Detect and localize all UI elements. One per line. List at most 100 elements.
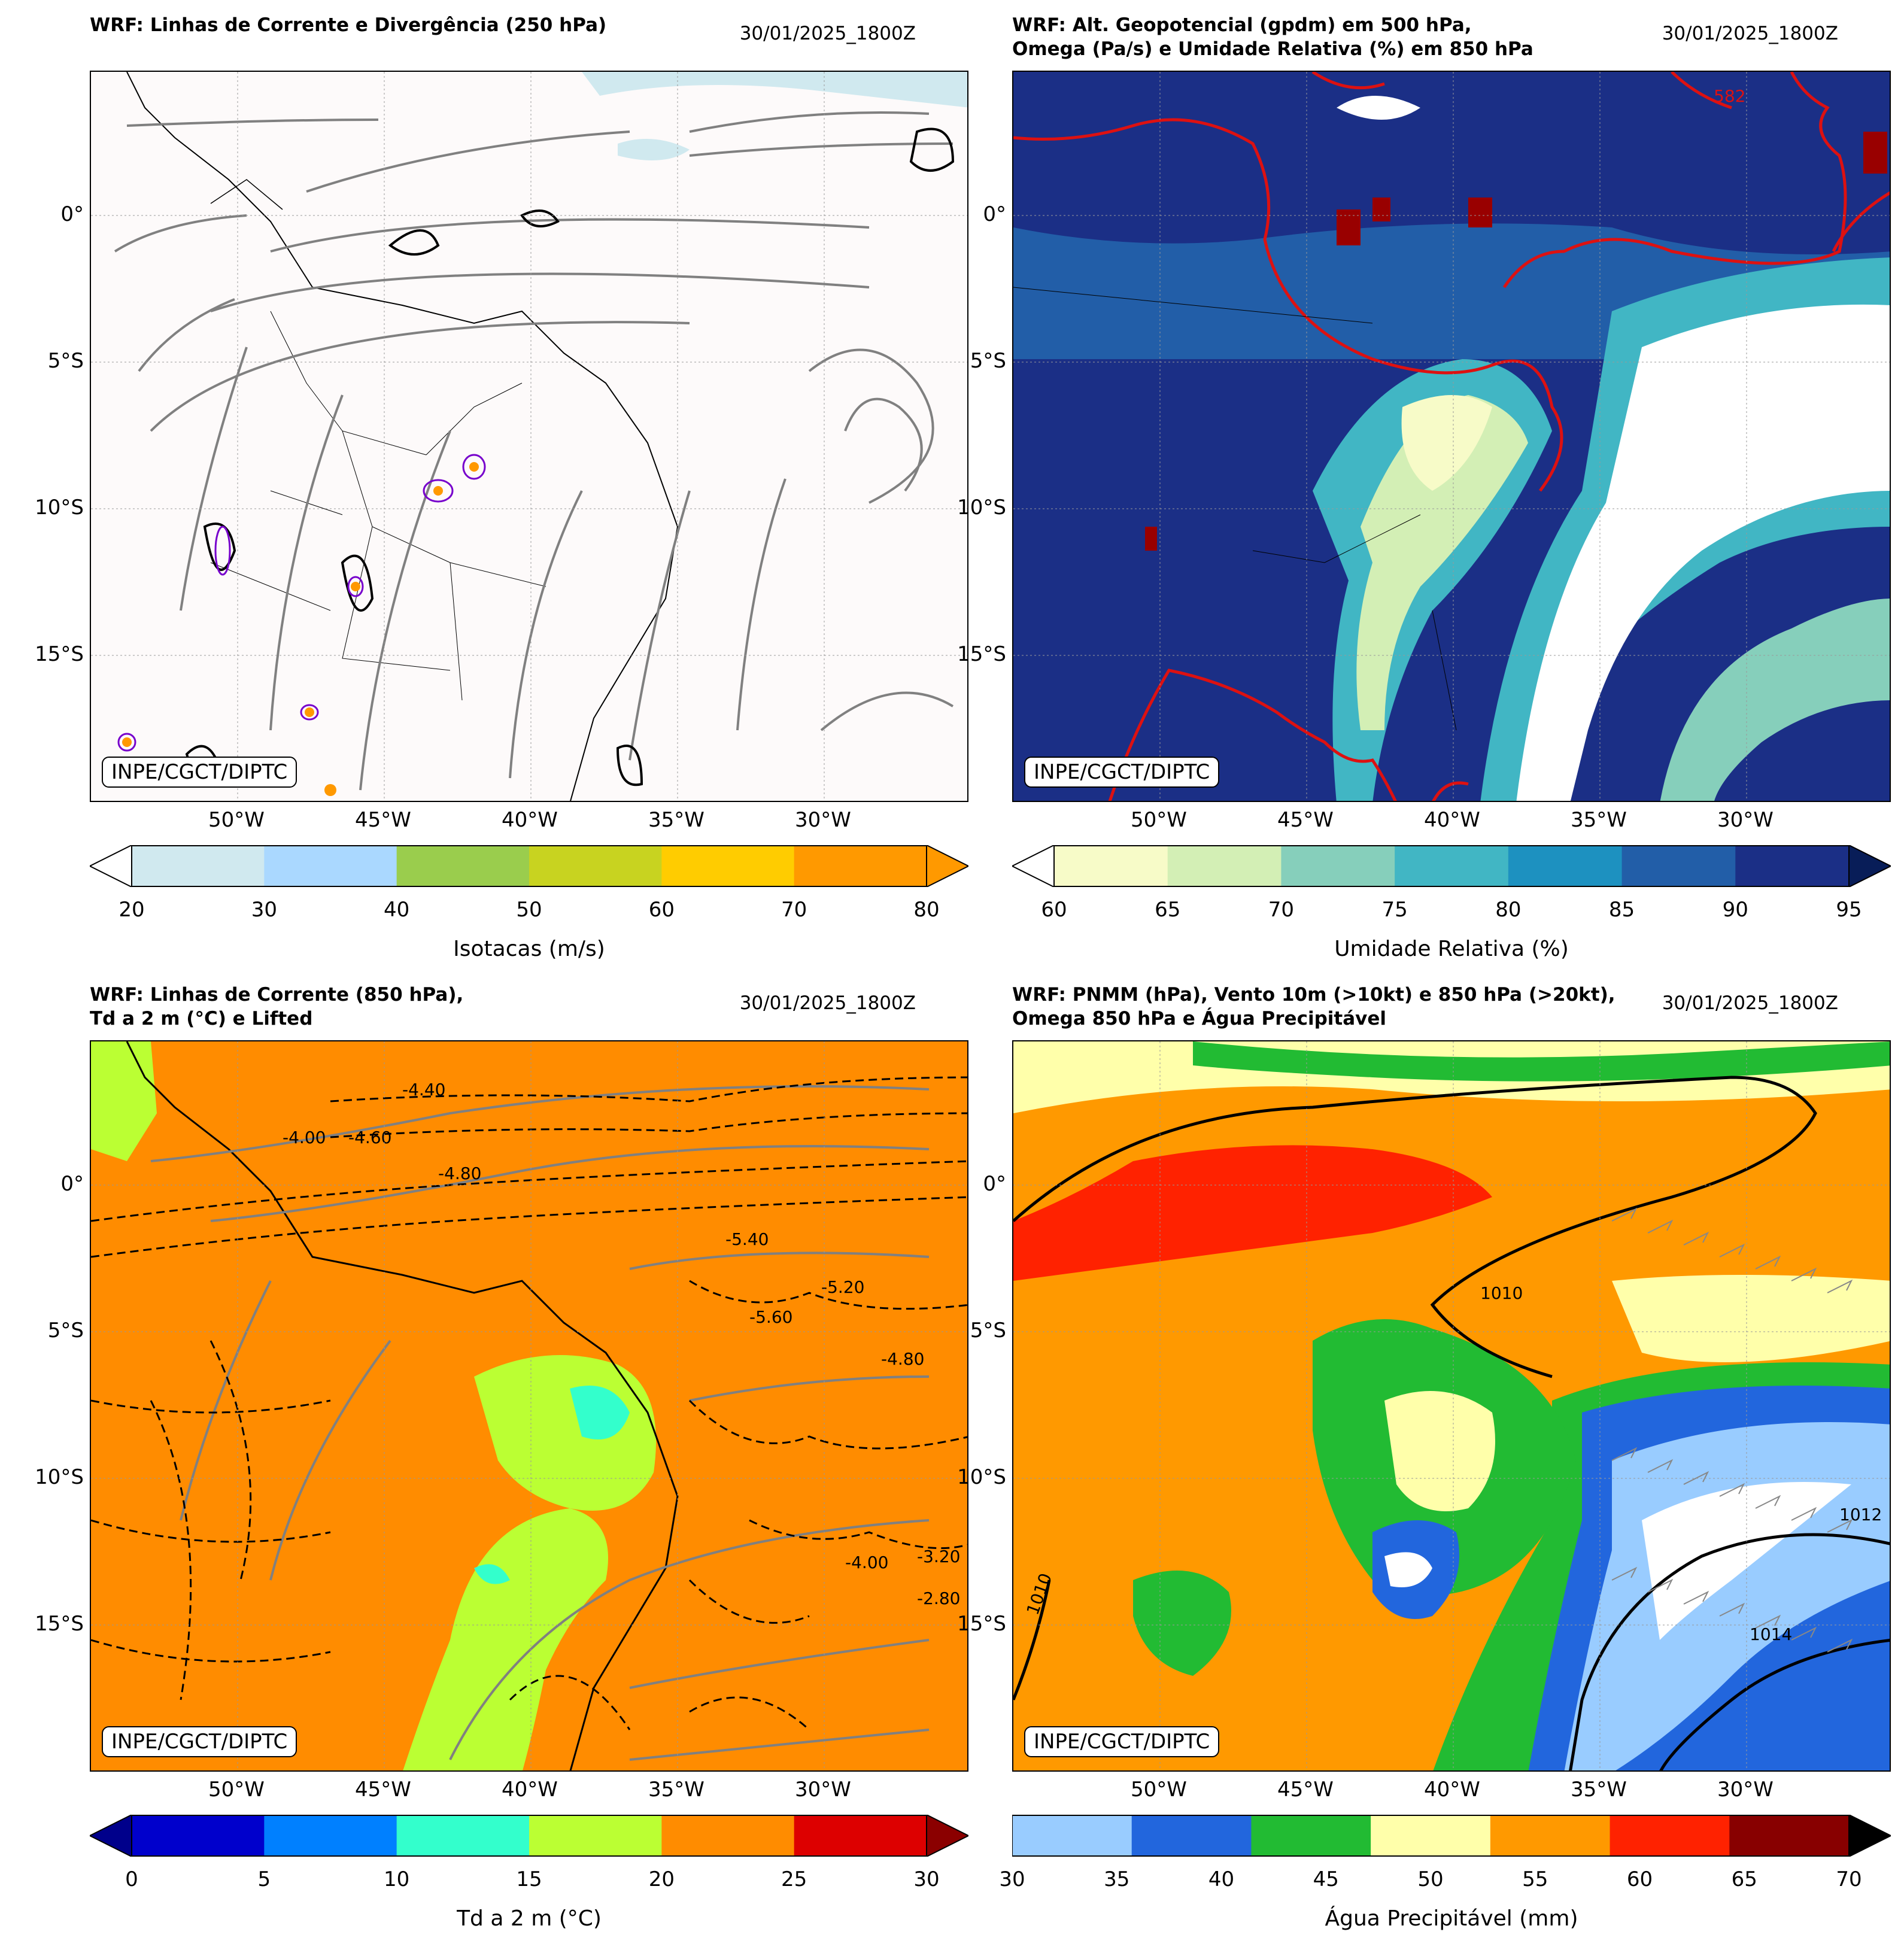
colorbar-tick: 5 [257,1867,271,1891]
colorbar [90,1815,968,1857]
colorbar-segment [1729,1815,1850,1857]
panel-title: WRF: Linhas de Corrente e Divergência (2… [90,14,607,36]
lon-label: 30°W [795,1778,851,1802]
colorbar-segment [396,845,530,887]
colorbar-tick: 95 [1836,898,1862,922]
lat-label: 5°S [47,1319,84,1343]
map-area: -4.40 -4.00 -4.60 -4.80 -5.40 -5.20 -5.6… [90,1040,968,1772]
colorbar-segment [1610,1815,1730,1857]
colorbar-tick: 20 [648,1867,675,1891]
colorbar-extend-max [1848,845,1891,887]
colorbar-segment [1395,845,1509,887]
lon-label: 45°W [355,808,411,832]
lon-label: 30°W [1717,808,1774,832]
colorbar-tick: 35 [1104,1867,1130,1891]
lon-label: 30°W [795,808,851,832]
colorbar-extend-min [90,1815,132,1857]
map-graphic: 1010 1012 1014 1010 [1013,1041,1890,1770]
lon-label: 50°W [1131,808,1187,832]
lon-label: 35°W [1571,1778,1627,1802]
colorbar-segment [1131,1815,1252,1857]
lat-label: 10°S [957,1465,1006,1489]
lat-label: 15°S [957,1612,1006,1636]
colorbar [1012,1815,1891,1857]
credit-badge: INPE/CGCT/DIPTC [1024,757,1220,788]
map-graphic [91,72,967,801]
colorbar-segment [264,1815,397,1857]
colorbar-segment [1281,845,1395,887]
colorbar-segment [1012,1815,1132,1857]
isobar-label: 1010 [1480,1283,1523,1303]
lon-label: 45°W [1277,808,1334,832]
colorbar-tick: 70 [781,898,807,922]
lat-label: 5°S [970,1319,1006,1343]
colorbar-tick: 40 [384,898,410,922]
map-area: 1010 1012 1014 1010 INPE/CGCT/DIPTC [1012,1040,1891,1772]
colorbar-segment [794,845,927,887]
colorbar-label: Água Precipitável (mm) [1325,1906,1578,1931]
colorbar-tick: 45 [1313,1867,1339,1891]
panel-time: 30/01/2025_1800Z [739,992,916,1014]
colorbar-tick: 20 [119,898,145,922]
colorbar-tick: 65 [1155,898,1181,922]
lat-label: 10°S [957,496,1006,520]
colorbar-tick: 30 [999,1867,1025,1891]
colorbar-extend-min [90,845,132,887]
colorbar-segment [1251,1815,1371,1857]
colorbar-extend-min [1012,845,1055,887]
colorbar-tick: 60 [1626,1867,1653,1891]
panel-title: WRF: Linhas de Corrente (850 hPa), Td a … [90,984,464,1029]
colorbar-segment [661,845,795,887]
panel-time: 30/01/2025_1800Z [1662,23,1838,44]
panel-geopotential-500: WRF: Alt. Geopotencial (gpdm) em 500 hPa… [922,0,1891,961]
colorbar-segment [1735,845,1850,887]
colorbar-tick: 55 [1522,1867,1548,1891]
contour-label: -4.60 [348,1128,391,1147]
colorbar-tick: 0 [125,1867,138,1891]
lon-label: 40°W [502,1778,558,1802]
colorbar-label: Td a 2 m (°C) [457,1906,602,1931]
colorbar-segment [1054,845,1168,887]
lat-label: 0° [983,1172,1006,1196]
map-area: 582 INPE/CGCT/DIPTC [1012,71,1891,802]
map-graphic: 582 [1013,72,1890,801]
colorbar-tick: 80 [1495,898,1522,922]
credit-badge: INPE/CGCT/DIPTC [102,1726,297,1757]
lat-label: 15°S [35,642,84,666]
colorbar-tick: 70 [1268,898,1295,922]
colorbar-segment [264,845,397,887]
colorbar-tick: 25 [781,1867,807,1891]
colorbar-segment [1371,1815,1491,1857]
panel-time: 30/01/2025_1800Z [1662,992,1838,1014]
lon-label: 50°W [1131,1778,1187,1802]
lon-label: 30°W [1717,1778,1774,1802]
colorbar-segment [529,845,662,887]
colorbar-tick: 90 [1722,898,1748,922]
colorbar [1012,845,1891,887]
colorbar-tick: 85 [1608,898,1635,922]
lat-label: 0° [60,202,84,226]
colorbar-tick: 50 [516,898,542,922]
colorbar-tick: 65 [1731,1867,1757,1891]
contour-label: -5.20 [821,1277,864,1297]
panel-time: 30/01/2025_1800Z [739,23,916,44]
contour-label: -4.40 [402,1080,445,1099]
colorbar-segment [1490,1815,1611,1857]
lon-label: 35°W [648,808,704,832]
isobar-label: 1012 [1839,1505,1882,1524]
lat-label: 5°S [970,349,1006,373]
colorbar-segment [529,1815,662,1857]
credit-badge: INPE/CGCT/DIPTC [1024,1726,1220,1757]
lat-label: 10°S [35,496,84,520]
colorbar-tick: 80 [913,898,940,922]
colorbar-segment [1508,845,1623,887]
lon-label: 35°W [648,1778,704,1802]
colorbar-tick: 30 [913,1867,940,1891]
lon-label: 45°W [355,1778,411,1802]
contour-label: -4.80 [438,1164,481,1183]
contour-label: -5.40 [725,1229,769,1249]
lon-label: 40°W [1424,1778,1480,1802]
lat-label: 10°S [35,1465,84,1489]
panel-streamlines-250: WRF: Linhas de Corrente e Divergência (2… [0,0,968,961]
colorbar-tick: 10 [384,1867,410,1891]
